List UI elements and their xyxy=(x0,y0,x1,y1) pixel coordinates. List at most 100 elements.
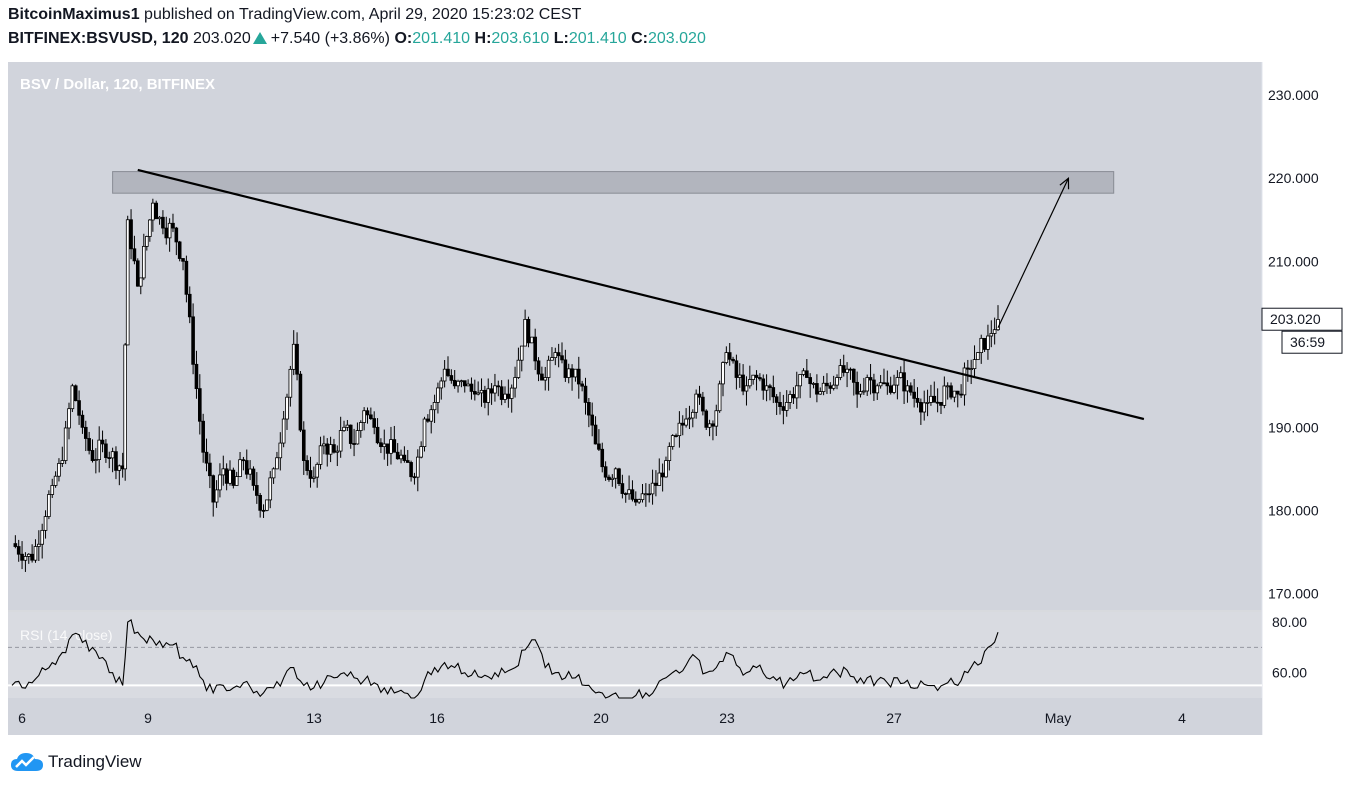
candle-body xyxy=(416,456,420,478)
candle-body xyxy=(838,365,843,378)
candle-body xyxy=(295,343,299,375)
candle-body xyxy=(550,357,554,361)
x-tick-label: 13 xyxy=(306,710,322,726)
candle-body xyxy=(258,495,262,511)
candle-body xyxy=(499,386,504,400)
candle-body xyxy=(644,493,648,496)
candle-body xyxy=(94,459,98,461)
candle-body xyxy=(312,476,316,479)
candle-body xyxy=(164,227,169,239)
candle-body xyxy=(405,460,410,463)
candle-body xyxy=(573,368,578,378)
candle-body xyxy=(77,400,81,416)
candle-body xyxy=(647,493,652,496)
candle-body xyxy=(546,359,551,378)
candle-body xyxy=(560,355,564,361)
projection-arrow-line[interactable] xyxy=(997,177,1069,328)
candle-body xyxy=(30,553,34,561)
x-tick-label: 6 xyxy=(18,710,26,726)
candle-body xyxy=(83,426,88,439)
candle-body xyxy=(851,368,856,383)
candle-body xyxy=(744,385,749,392)
candle-body xyxy=(281,418,286,444)
candle-body xyxy=(540,373,544,381)
candle-body xyxy=(734,360,739,378)
x-tick-label: 27 xyxy=(886,710,902,726)
candle-body xyxy=(157,216,162,220)
symbol-label: BITFINEX:BSVUSD, 120 xyxy=(8,30,189,47)
author-name[interactable]: BitcoinMaximus1 xyxy=(8,6,140,23)
candle-body xyxy=(774,396,779,403)
candle-body xyxy=(704,410,709,428)
high-label: H: xyxy=(474,30,492,47)
candle-body xyxy=(771,387,776,398)
candle-body xyxy=(855,381,859,395)
candle-body xyxy=(385,443,390,454)
candle-body xyxy=(563,359,568,378)
candle-body xyxy=(590,414,594,426)
candle-body xyxy=(429,409,434,422)
candle-body xyxy=(969,368,973,371)
candle-body xyxy=(459,380,464,383)
price-axis[interactable] xyxy=(1262,62,1340,735)
candle-body xyxy=(16,546,21,555)
candle-body xyxy=(211,475,216,503)
high-value: 203.610 xyxy=(491,30,550,47)
candle-body xyxy=(73,385,78,402)
candle-body xyxy=(979,337,984,354)
candle-body xyxy=(841,365,846,373)
candle-body xyxy=(298,373,303,431)
candle-body xyxy=(882,382,886,385)
candle-body xyxy=(70,385,75,410)
candle-body xyxy=(526,318,531,344)
candle-body xyxy=(868,377,873,381)
last-price-label xyxy=(1261,307,1343,331)
candle-body xyxy=(587,402,591,416)
candle-body xyxy=(992,329,997,334)
candle-body xyxy=(600,448,605,468)
candle-body xyxy=(228,469,232,484)
candle-body xyxy=(358,422,363,431)
candle-body xyxy=(972,359,977,370)
candle-body xyxy=(399,454,403,460)
candle-body xyxy=(955,390,960,395)
candle-body xyxy=(348,424,353,444)
candle-body xyxy=(369,414,373,419)
descending-trendline[interactable] xyxy=(137,168,1145,421)
up-triangle-icon xyxy=(252,32,267,44)
candle-body xyxy=(315,463,319,478)
resistance-zone[interactable] xyxy=(112,171,1115,194)
candle-body xyxy=(392,439,397,453)
rsi-y-tick-label: 80.00 xyxy=(1272,614,1307,630)
candle-body xyxy=(129,219,133,250)
candle-body xyxy=(291,343,296,370)
candle-body xyxy=(372,418,377,428)
candle-body xyxy=(375,426,380,444)
time-axis[interactable] xyxy=(8,698,1262,735)
y-tick-label: 210.000 xyxy=(1268,253,1319,269)
candle-body xyxy=(902,372,906,392)
candle-body xyxy=(570,368,574,378)
ohlc-line: BITFINEX:BSVUSD, 120 203.020 +7.540 (+3.8… xyxy=(8,30,706,48)
candle-body xyxy=(208,462,212,477)
candle-body xyxy=(516,359,521,378)
candle-body xyxy=(218,474,222,491)
candle-body xyxy=(553,352,558,359)
candle-body xyxy=(513,377,517,389)
candle-body xyxy=(318,445,323,465)
candle-body xyxy=(895,377,900,386)
tradingview-brand[interactable]: TradingView xyxy=(10,750,142,774)
candle-body xyxy=(764,385,769,391)
candle-body xyxy=(412,476,417,479)
candle-body xyxy=(875,385,880,394)
candle-body xyxy=(40,529,44,545)
candle-body xyxy=(982,337,987,350)
candle-body xyxy=(452,379,457,387)
candle-body xyxy=(107,457,112,459)
candle-body xyxy=(332,444,336,453)
candle-body xyxy=(473,391,477,395)
candle-body xyxy=(613,468,618,479)
candle-body xyxy=(419,446,423,458)
candle-body xyxy=(667,446,672,461)
